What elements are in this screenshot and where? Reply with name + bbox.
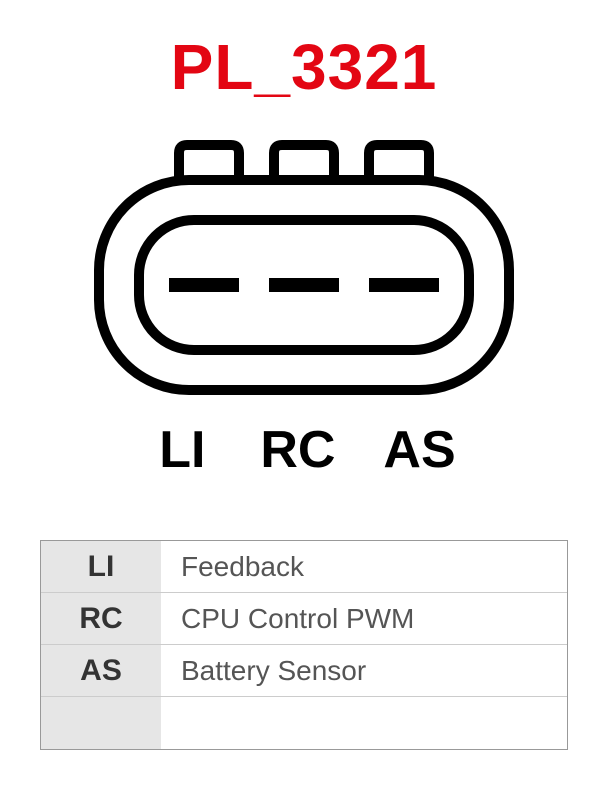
- pin-definition-table: LI Feedback RC CPU Control PWM AS Batter…: [40, 540, 568, 750]
- pin-description: [161, 697, 567, 749]
- pin-label-li: LI: [152, 420, 212, 480]
- table-row: LI Feedback: [41, 541, 567, 593]
- pin-labels-row: LI RC AS: [0, 420, 608, 480]
- part-number-title: PL_3321: [0, 30, 608, 104]
- pin-code: [41, 697, 161, 749]
- table-row: [41, 697, 567, 749]
- connector-diagram: [84, 135, 524, 415]
- pin-code: AS: [41, 645, 161, 696]
- pin-description: Feedback: [161, 541, 567, 592]
- table-row: RC CPU Control PWM: [41, 593, 567, 645]
- pin-label-rc: RC: [260, 420, 335, 480]
- pin-description: CPU Control PWM: [161, 593, 567, 644]
- pin-description: Battery Sensor: [161, 645, 567, 696]
- table-row: AS Battery Sensor: [41, 645, 567, 697]
- pin-label-as: AS: [383, 420, 455, 480]
- pin-code: RC: [41, 593, 161, 644]
- pin-code: LI: [41, 541, 161, 592]
